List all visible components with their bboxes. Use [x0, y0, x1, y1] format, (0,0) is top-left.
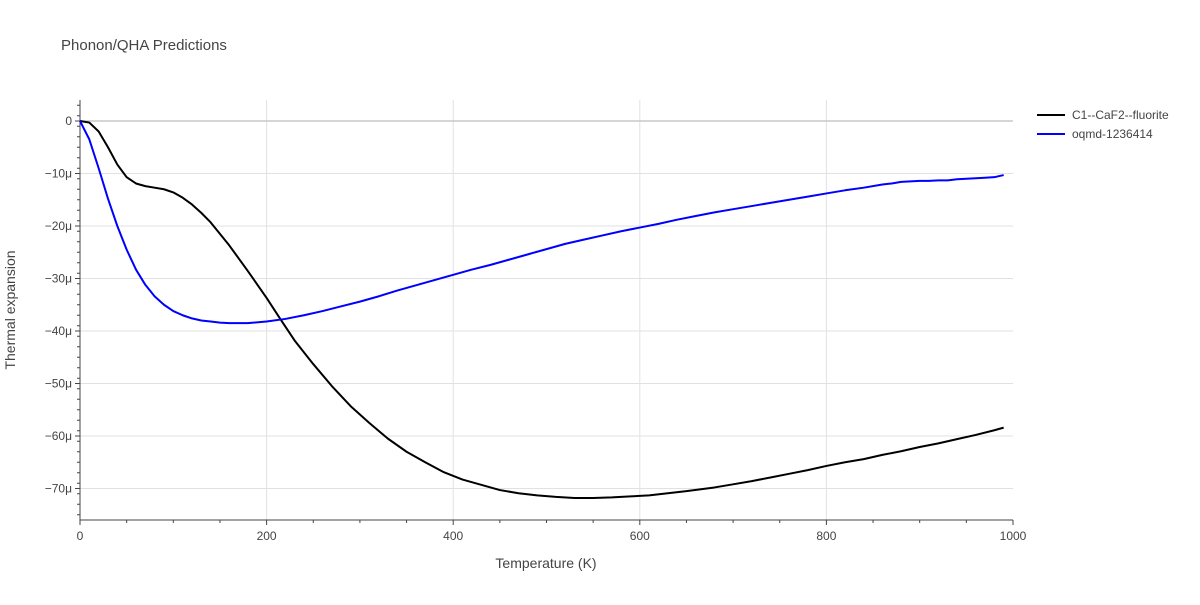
y-tick-label: −50μ: [45, 377, 72, 391]
chart-title: Phonon/QHA Predictions: [61, 37, 227, 54]
legend: C1--CaF2--fluorite oqmd-1236414: [1037, 108, 1169, 141]
x-tick-label: 0: [77, 529, 84, 543]
x-tick-label: 600: [630, 529, 650, 543]
grid: [80, 100, 1013, 520]
y-axis-title: Thermal expansion: [2, 250, 18, 369]
legend-label: oqmd-1236414: [1072, 127, 1153, 141]
x-tick-label: 1000: [1000, 529, 1027, 543]
y-tick-label: −70μ: [45, 482, 72, 496]
y-tick-label: 0: [65, 114, 72, 128]
x-tick-label: 400: [443, 529, 463, 543]
plot-area: [79, 120, 1004, 499]
y-tick-label: −10μ: [45, 167, 72, 181]
x-tick-label: 800: [816, 529, 836, 543]
y-tick-label: −30μ: [45, 272, 72, 286]
legend-label: C1--CaF2--fluorite: [1072, 108, 1169, 122]
axes: 0 200 400 600 800 1000 0 −10μ −20μ −30μ −40μ −50μ −6…: [45, 100, 1027, 543]
y-tick-label: −40μ: [45, 324, 72, 338]
y-tick-label: −20μ: [45, 219, 72, 233]
y-tick-label: −60μ: [45, 429, 72, 443]
series-line-oqmd-1236414: [79, 120, 1004, 325]
x-axis-title: Temperature (K): [495, 555, 596, 571]
x-tick-label: 200: [257, 529, 277, 543]
series-line-c1-caf2-fluorite: [79, 120, 1004, 499]
